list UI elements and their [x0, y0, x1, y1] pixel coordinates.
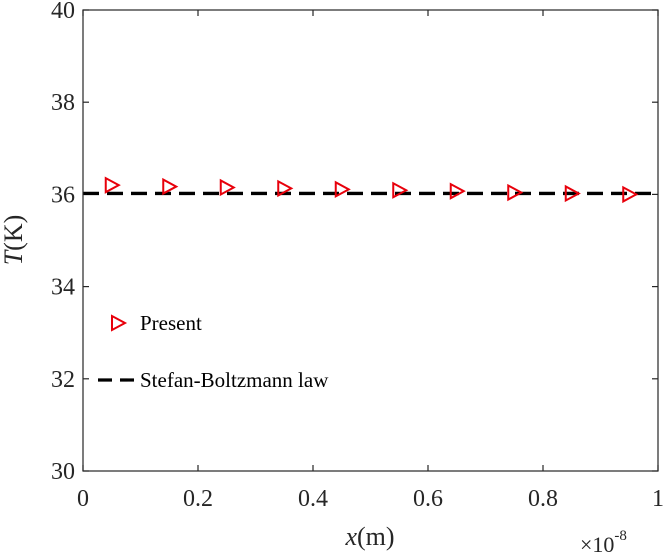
y-tick-label: 34 [51, 275, 75, 301]
legend: Present Stefan-Boltzmann law [98, 311, 329, 392]
present-data-point [334, 180, 351, 199]
x-tick-label: 0.6 [413, 486, 443, 512]
legend-label-present: Present [140, 311, 202, 335]
legend-label-stefan-boltzmann: Stefan-Boltzmann law [140, 368, 329, 392]
x-tick-label: 0.2 [183, 486, 213, 512]
present-data-point [564, 184, 581, 203]
x-axis-label: x(m) [344, 522, 394, 551]
present-data-point [507, 183, 524, 202]
y-tick-label: 38 [51, 90, 75, 116]
present-data-point [162, 177, 179, 196]
plot-area [83, 10, 658, 471]
x-tick-label: 0 [77, 486, 89, 512]
x-tick-label: 1 [652, 486, 664, 512]
plot-frame [82, 9, 659, 472]
x-tick-label: 0.4 [298, 486, 328, 512]
y-tick-label: 40 [51, 0, 75, 24]
legend-marker-present [111, 314, 128, 332]
present-data-point [104, 176, 121, 194]
y-tick-label: 36 [51, 182, 75, 208]
ticks: 0 0.2 0.4 0.6 0.8 1 30 32 34 36 38 40 [51, 0, 664, 512]
x-multiplier: ×10-8 [580, 528, 627, 556]
present-data-point [449, 182, 466, 200]
y-tick-label: 30 [51, 459, 75, 485]
present-data-point [622, 185, 639, 204]
present-data-point [392, 181, 409, 199]
present-data-point [219, 178, 236, 197]
series-layer [83, 176, 658, 204]
y-tick-label: 32 [51, 367, 75, 393]
y-axis-label: T(K) [0, 215, 28, 266]
present-data-point [277, 179, 294, 198]
x-tick-label: 0.8 [528, 486, 558, 512]
